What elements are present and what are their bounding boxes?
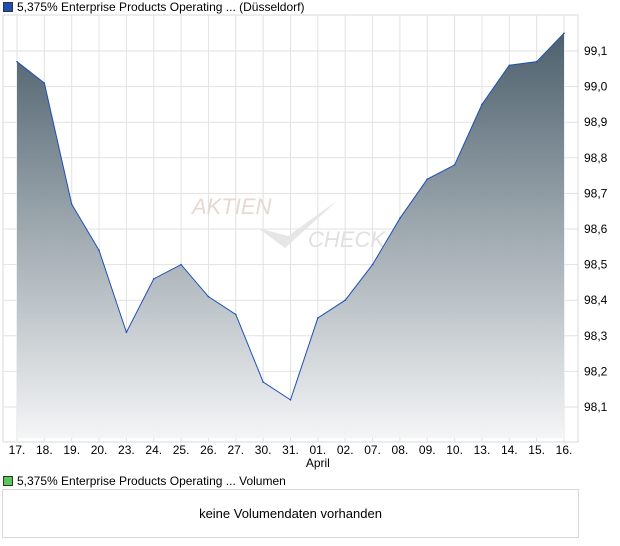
price-area-fill — [17, 33, 564, 438]
x-tick-label: 26. — [200, 443, 217, 457]
x-tick-label: 01. — [310, 443, 327, 457]
y-tick-label: 98,2 — [584, 364, 608, 378]
volume-panel: keine Volumendaten vorhanden — [2, 489, 579, 538]
data-point — [563, 32, 565, 34]
volume-empty-message: keine Volumendaten vorhanden — [199, 506, 382, 521]
data-point — [481, 103, 483, 106]
y-tick-label: 98,1 — [584, 400, 608, 414]
x-tick-label: 17. — [9, 443, 26, 457]
x-tick-label: 23. — [118, 443, 135, 457]
x-tick-label: 08. — [392, 443, 409, 457]
watermark-text: CHECK — [308, 227, 386, 252]
price-legend-label: 5,375% Enterprise Products Operating ...… — [17, 0, 305, 14]
data-point — [508, 64, 511, 67]
data-point — [399, 217, 401, 220]
x-tick-label: 14. — [501, 443, 518, 457]
volume-legend: 5,375% Enterprise Products Operating ...… — [3, 474, 286, 488]
y-tick-label: 99,0 — [584, 80, 608, 94]
x-tick-label: 27. — [227, 443, 244, 457]
y-tick-label: 99,1 — [584, 44, 608, 58]
data-point — [317, 317, 319, 319]
volume-legend-swatch — [3, 476, 13, 486]
x-tick-label: 13. — [474, 443, 491, 457]
y-tick-label: 98,9 — [584, 115, 608, 129]
volume-legend-label: 5,375% Enterprise Products Operating ...… — [17, 474, 286, 488]
x-tick-label: 02. — [337, 443, 354, 457]
x-tick-label: 19. — [63, 443, 80, 457]
y-tick-label: 98,7 — [584, 186, 608, 200]
price-legend: 5,375% Enterprise Products Operating ...… — [3, 0, 304, 14]
data-point — [426, 178, 429, 180]
price-chart: 98,1 98,2 98,3 98,4 98,5 98,6 98,7 98,8 98,9 99,0… — [2, 14, 608, 470]
watermark-text: AKTIEN — [190, 194, 272, 219]
x-month-label: April — [306, 456, 330, 470]
data-point — [344, 299, 347, 302]
x-tick-label: 24. — [145, 443, 162, 457]
data-point — [16, 60, 18, 63]
y-tick-label: 98,5 — [584, 258, 608, 272]
x-tick-label: 30. — [255, 443, 272, 457]
x-tick-label: 20. — [91, 443, 108, 457]
x-tick-label: 10. — [446, 443, 463, 457]
y-tick-label: 98,4 — [584, 293, 608, 307]
x-tick-label: 09. — [419, 443, 436, 457]
x-tick-label: 25. — [173, 443, 190, 457]
x-tick-label: 18. — [36, 443, 53, 457]
price-legend-swatch — [3, 2, 13, 12]
data-point — [152, 278, 155, 280]
data-point — [43, 82, 46, 84]
data-point — [235, 313, 237, 316]
y-tick-label: 98,3 — [584, 329, 608, 343]
data-point — [180, 263, 182, 266]
data-point — [98, 249, 100, 252]
data-point — [289, 399, 292, 401]
data-point — [535, 60, 538, 63]
y-tick-label: 98,8 — [584, 151, 608, 165]
data-point — [125, 331, 128, 334]
data-point — [207, 295, 210, 298]
data-point — [70, 203, 73, 205]
x-tick-label: 16. — [556, 443, 573, 457]
x-tick-label: 15. — [528, 443, 545, 457]
data-point — [262, 381, 264, 383]
data-point — [453, 164, 456, 166]
data-point — [371, 263, 374, 266]
x-tick-label: 07. — [364, 443, 381, 457]
watermark-check-icon — [258, 200, 338, 248]
y-tick-label: 98,6 — [584, 222, 608, 236]
x-tick-label: 31. — [282, 443, 299, 457]
